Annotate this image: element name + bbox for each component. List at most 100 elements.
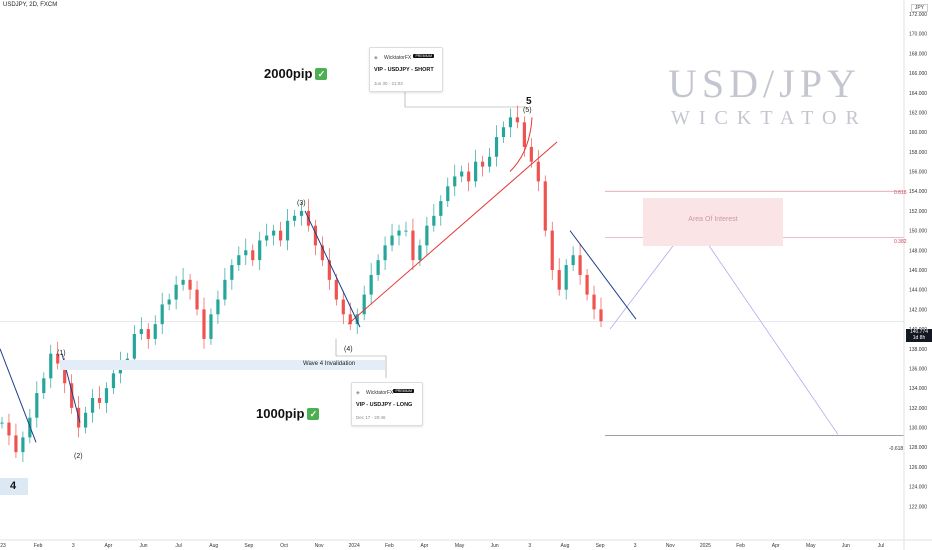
card-title: VIP - USDJPY - LONG xyxy=(356,402,413,408)
candle-body xyxy=(376,260,380,275)
y-tick-label: 150.000 xyxy=(909,229,927,235)
x-tick-label: May xyxy=(455,543,465,549)
candle-body xyxy=(258,240,262,261)
area-of-interest-zone xyxy=(643,198,783,246)
candle-body xyxy=(230,265,234,280)
candle-body xyxy=(529,146,533,162)
candle-body xyxy=(42,378,46,394)
candle-body xyxy=(174,284,178,300)
candle-body xyxy=(299,210,304,216)
downtrend-line-early xyxy=(0,348,37,443)
candle-body xyxy=(153,324,157,339)
y-tick-label: 170.000 xyxy=(909,32,927,38)
pip-bottom-text: 1000pip xyxy=(256,406,305,421)
candle-body xyxy=(35,393,39,418)
symbol-line: USDJPY, 2D, FXCM xyxy=(3,2,58,8)
card-date: Jun 30 · 21:03 xyxy=(374,81,403,86)
y-tick-label: 166.000 xyxy=(909,71,927,77)
y-tick-label: 132.000 xyxy=(909,406,927,412)
candle-body xyxy=(195,289,199,310)
candle-body xyxy=(564,265,568,290)
candle-body xyxy=(111,373,116,389)
projection-line xyxy=(609,220,839,435)
candle-body xyxy=(0,422,4,424)
currency-label: JPY xyxy=(910,4,928,12)
current-price-countdown: 1d 8h xyxy=(912,335,926,341)
y-tick-label: 122.000 xyxy=(909,504,927,510)
candle-body xyxy=(355,314,359,325)
candle-body xyxy=(460,171,464,177)
candle-body xyxy=(411,230,415,261)
x-tick-label: Jul xyxy=(175,543,181,549)
card-badge: PREMIUM xyxy=(413,54,434,58)
x-tick-label: Oct xyxy=(280,543,288,549)
x-tick-label: Feb xyxy=(385,543,394,549)
x-tick-label: Sep xyxy=(596,543,605,549)
wave5-curve xyxy=(509,117,533,172)
candle-body xyxy=(425,225,429,246)
long-signal-card[interactable]: ◈ WicktatorFX PREMIUM VIP - USDJPY - LON… xyxy=(351,382,423,426)
candle-body xyxy=(522,122,526,147)
wave-label-4: (4) xyxy=(344,346,353,353)
y-tick-label: 168.000 xyxy=(909,51,927,57)
candle-body xyxy=(501,127,506,138)
candle-body xyxy=(327,260,331,280)
x-tick-label: Jun xyxy=(139,543,147,549)
candle-body xyxy=(139,329,143,334)
candle-body xyxy=(90,398,95,413)
x-tick-label: Jun xyxy=(842,543,850,549)
candle-body xyxy=(418,245,422,261)
card-logo-icon: ◈ xyxy=(374,55,378,61)
wave-label-3: (3) xyxy=(297,200,306,207)
candle-body xyxy=(285,220,290,241)
candle-body xyxy=(439,201,443,216)
candle-body xyxy=(209,314,213,339)
y-tick-label: 126.000 xyxy=(909,465,927,471)
candle-body xyxy=(599,309,603,322)
short-signal-card[interactable]: ◈ WicktatorFX PREMIUM VIP - USDJPY - SHO… xyxy=(369,47,443,92)
candle-body xyxy=(557,270,561,290)
time-axis: 23 Feb 3 Apr Jun Jul Aug Sep Oct Nov 2024 Feb Apr May… xyxy=(0,539,932,549)
candle-body xyxy=(404,230,408,232)
y-tick-label: 172.000 xyxy=(909,12,927,18)
candle-body xyxy=(251,250,255,261)
y-tick-label: 156.000 xyxy=(909,170,927,176)
y-tick-label: 160.000 xyxy=(909,130,927,136)
y-tick-label: 152.000 xyxy=(909,209,927,215)
candle-body xyxy=(21,437,25,453)
candle-body xyxy=(83,412,88,428)
candle-body xyxy=(181,279,185,285)
candle-body xyxy=(474,161,478,182)
candle-body xyxy=(56,353,60,364)
x-tick-label: Jun xyxy=(491,543,499,549)
fib-label-0618: 0.618 xyxy=(894,190,907,196)
candle-body xyxy=(480,161,485,167)
fib-label-neg0618: -0.618 xyxy=(889,446,904,452)
wave-label-5: (5) xyxy=(523,107,532,114)
x-tick-label: Nov xyxy=(666,543,675,549)
candle-body xyxy=(7,422,11,436)
x-tick-label: Apr xyxy=(104,543,112,549)
candle-body xyxy=(272,230,276,236)
candle-body xyxy=(578,255,582,275)
candle-body xyxy=(543,181,547,231)
y-tick-label: 124.000 xyxy=(909,485,927,491)
x-tick-label: Sep xyxy=(244,543,253,549)
check-icon: ✓ xyxy=(307,408,320,420)
short-card-connector xyxy=(404,90,526,108)
candle-body xyxy=(97,398,102,403)
wave-label-5-major: 5 xyxy=(526,96,532,107)
card-logo-icon: ◈ xyxy=(356,390,360,396)
current-price-tag: 140.774 1d 8h xyxy=(906,329,932,342)
check-icon: ✓ xyxy=(315,68,328,80)
x-tick-label: Apr xyxy=(421,543,429,549)
y-tick-label: 144.000 xyxy=(909,288,927,294)
x-tick-label: 23 xyxy=(0,543,6,549)
y-tick-label: 130.000 xyxy=(909,426,927,432)
pip-label-top: 2000pip ✓ xyxy=(264,66,328,81)
candle-body xyxy=(63,363,67,384)
candle-body xyxy=(592,294,596,310)
y-tick-label: 146.000 xyxy=(909,268,927,274)
x-tick-label: May xyxy=(806,543,816,549)
